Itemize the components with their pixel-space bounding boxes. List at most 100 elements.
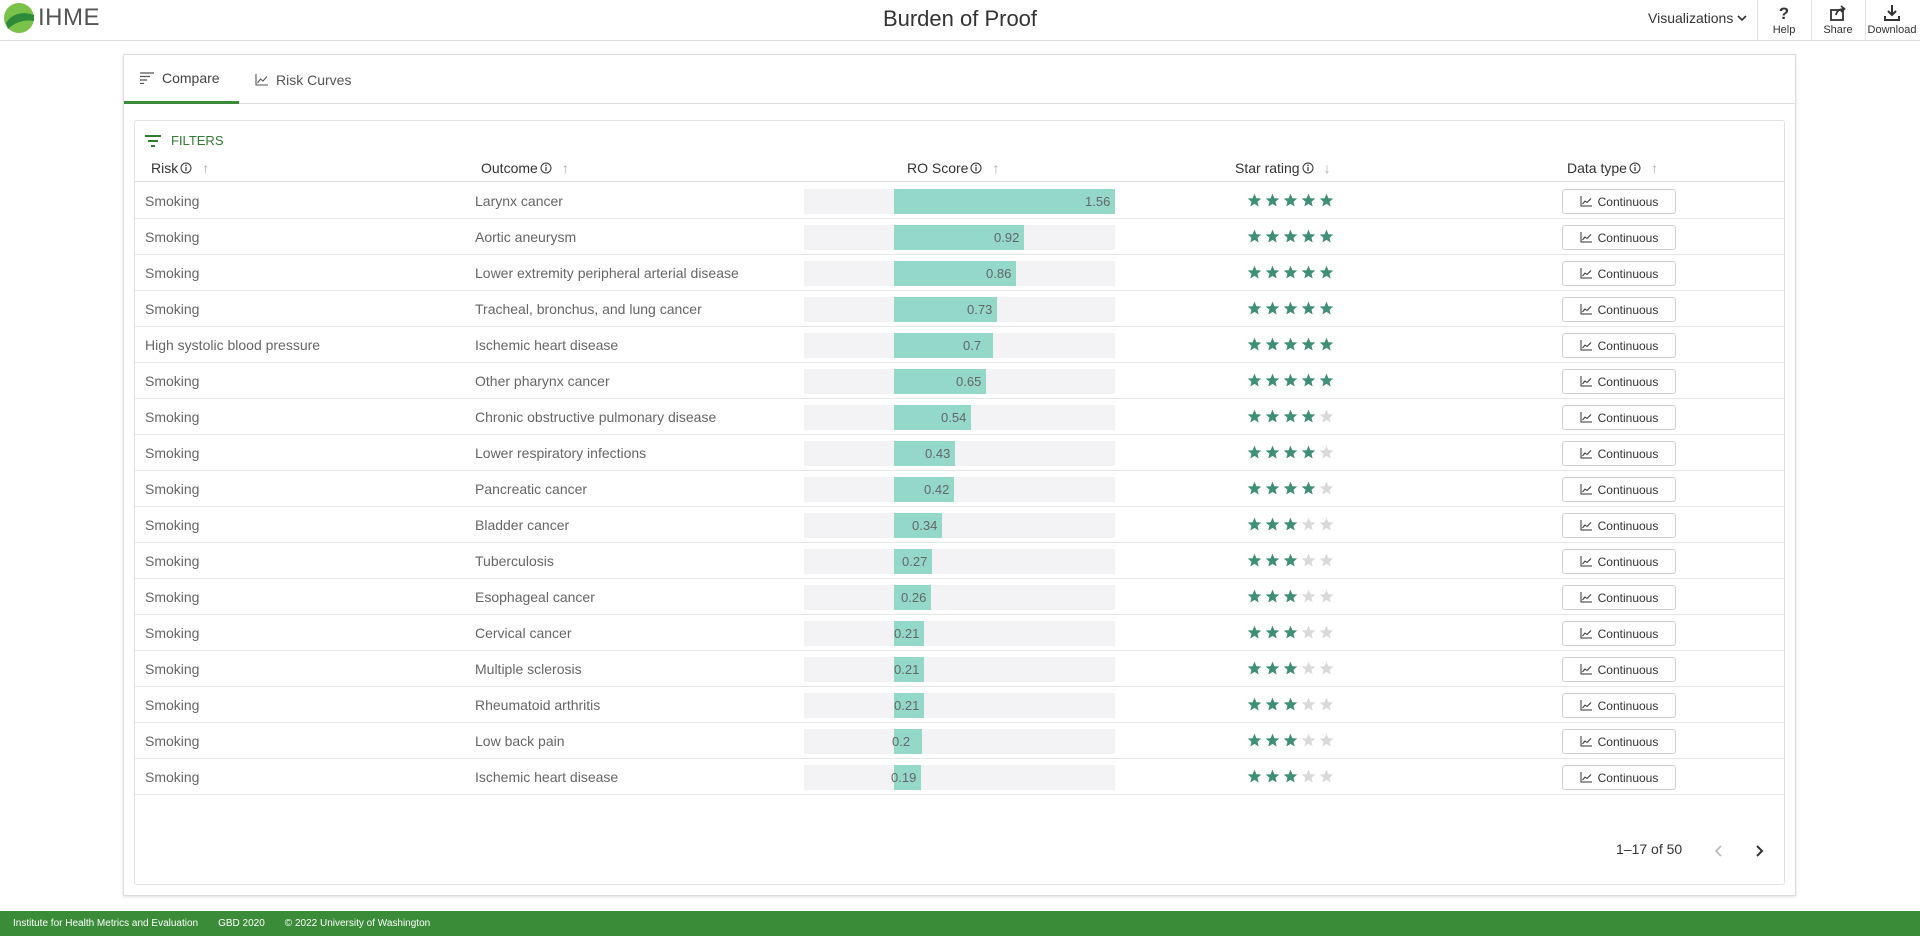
next-page-icon[interactable]: [1749, 841, 1769, 861]
column-header-risk[interactable]: Risk ↑: [151, 160, 209, 176]
sort-arrow-down-icon[interactable]: ↓: [1323, 160, 1331, 176]
table-row[interactable]: Smoking Esophageal cancer 0.26 Continuous: [135, 579, 1784, 615]
table-row[interactable]: Smoking Cervical cancer 0.21 Continuous: [135, 615, 1784, 651]
line-chart-icon: [1580, 592, 1592, 603]
star-filled-icon: [1265, 481, 1280, 495]
ro-score-value: 0.2: [892, 734, 911, 749]
table-row[interactable]: Smoking Multiple sclerosis 0.21 Continuous: [135, 651, 1784, 687]
data-type-button[interactable]: Continuous: [1562, 549, 1676, 574]
sort-arrow-up-icon[interactable]: ↑: [561, 160, 569, 176]
share-button[interactable]: Share: [1811, 4, 1865, 36]
outcome-cell: Ischemic heart disease: [475, 337, 619, 353]
data-type-button[interactable]: Continuous: [1562, 261, 1676, 286]
star-empty-icon: [1301, 769, 1316, 783]
table-row[interactable]: Smoking Other pharynx cancer 0.65 Continuou…: [135, 363, 1784, 399]
data-type-button[interactable]: Continuous: [1562, 693, 1676, 718]
outcome-cell: Esophageal cancer: [475, 589, 595, 605]
data-type-button[interactable]: Continuous: [1562, 621, 1676, 646]
data-type-button[interactable]: Continuous: [1562, 405, 1676, 430]
star-filled-icon: [1301, 301, 1316, 315]
star-filled-icon: [1283, 337, 1298, 351]
column-label: Star rating: [1235, 160, 1300, 176]
data-type-button[interactable]: Continuous: [1562, 441, 1676, 466]
star-filled-icon: [1301, 445, 1316, 459]
line-chart-icon: [1580, 736, 1592, 747]
table-row[interactable]: High systolic blood pressure Ischemic hea…: [135, 327, 1784, 363]
footer: Institute for Health Metrics and Evaluat…: [0, 911, 1920, 936]
star-filled-icon: [1265, 373, 1280, 387]
data-type-button[interactable]: Continuous: [1562, 585, 1676, 610]
info-icon[interactable]: [970, 162, 982, 174]
info-icon[interactable]: [540, 162, 552, 174]
data-type-button[interactable]: Continuous: [1562, 297, 1676, 322]
table-row[interactable]: Smoking Tracheal, bronchus, and lung canc…: [135, 291, 1784, 327]
ro-score-bar-track: 0.26: [804, 585, 1115, 610]
data-type-button[interactable]: Continuous: [1562, 333, 1676, 358]
data-type-label: Continuous: [1597, 518, 1659, 533]
sort-arrow-up-icon[interactable]: ↑: [1650, 160, 1658, 176]
data-type-button[interactable]: Continuous: [1562, 189, 1676, 214]
star-empty-icon: [1319, 733, 1334, 747]
star-filled-icon: [1319, 265, 1334, 279]
star-filled-icon: [1247, 769, 1262, 783]
star-filled-icon: [1247, 481, 1262, 495]
ihme-logo[interactable]: IHME: [4, 3, 100, 33]
star-filled-icon: [1265, 517, 1280, 531]
star-filled-icon: [1283, 589, 1298, 603]
visualizations-menu[interactable]: Visualizations: [1648, 10, 1747, 26]
previous-page-icon[interactable]: [1709, 841, 1729, 861]
ro-score-value: 0.27: [902, 554, 928, 569]
ro-score-value: 0.54: [941, 410, 967, 425]
tab-risk-curves[interactable]: Risk Curves: [239, 55, 367, 104]
line-chart-icon: [1580, 304, 1592, 315]
footer-gbd: GBD 2020: [218, 918, 265, 929]
tab-compare[interactable]: Compare: [124, 55, 239, 104]
table-row[interactable]: Smoking Pancreatic cancer 0.42 Continuous: [135, 471, 1784, 507]
main-card: Compare Risk Curves FILTERS Risk ↑ Outco…: [123, 54, 1796, 896]
line-chart-icon: [1580, 448, 1592, 459]
table-row[interactable]: Smoking Lower extremity peripheral arteri…: [135, 255, 1784, 291]
line-chart-icon: [1580, 628, 1592, 639]
info-icon[interactable]: [1629, 162, 1641, 174]
table-row[interactable]: Smoking Tuberculosis 0.27 Continuous: [135, 543, 1784, 579]
column-header-star-rating[interactable]: Star rating ↓: [1235, 160, 1331, 176]
star-rating: [1247, 445, 1334, 460]
column-header-outcome[interactable]: Outcome ↑: [481, 160, 569, 176]
sort-arrow-up-icon[interactable]: ↑: [992, 160, 1000, 176]
table-row[interactable]: Smoking Aortic aneurysm 0.92 Continuous: [135, 219, 1784, 255]
star-filled-icon: [1283, 409, 1298, 423]
star-filled-icon: [1265, 229, 1280, 243]
data-type-button[interactable]: Continuous: [1562, 477, 1676, 502]
sort-arrow-up-icon[interactable]: ↑: [202, 160, 210, 176]
data-type-label: Continuous: [1597, 194, 1659, 209]
outcome-cell: Ischemic heart disease: [475, 769, 619, 785]
info-icon[interactable]: [1302, 162, 1314, 174]
column-header-data-type[interactable]: Data type ↑: [1567, 160, 1658, 176]
table-row[interactable]: Smoking Lower respiratory infections 0.43 C…: [135, 435, 1784, 471]
data-type-button[interactable]: Continuous: [1562, 225, 1676, 250]
data-type-button[interactable]: Continuous: [1562, 369, 1676, 394]
risk-cell: Smoking: [145, 265, 200, 281]
table-row[interactable]: Smoking Bladder cancer 0.34 Continuous: [135, 507, 1784, 543]
help-button[interactable]: ? Help: [1757, 4, 1811, 36]
star-empty-icon: [1301, 697, 1316, 711]
filters-button[interactable]: FILTERS: [145, 133, 224, 148]
data-type-button[interactable]: Continuous: [1562, 657, 1676, 682]
table-row[interactable]: Smoking Rheumatoid arthritis 0.21 Continuou…: [135, 687, 1784, 723]
column-header-ro-score[interactable]: RO Score ↑: [907, 160, 999, 176]
ro-score-value: 0.21: [894, 698, 920, 713]
data-type-button[interactable]: Continuous: [1562, 729, 1676, 754]
table-row[interactable]: Smoking Ischemic heart disease 0.19 Continu…: [135, 759, 1784, 795]
table-row[interactable]: Smoking Low back pain 0.2 Continuous: [135, 723, 1784, 759]
data-type-button[interactable]: Continuous: [1562, 765, 1676, 790]
download-button[interactable]: Download: [1865, 4, 1919, 36]
ro-score-bar: [894, 765, 921, 790]
info-icon[interactable]: [180, 162, 192, 174]
data-type-button[interactable]: Continuous: [1562, 513, 1676, 538]
table-row[interactable]: Smoking Chronic obstructive pulmonary dis…: [135, 399, 1784, 435]
tab-bar: Compare Risk Curves: [124, 55, 1795, 104]
star-filled-icon: [1301, 265, 1316, 279]
table-row[interactable]: Smoking Larynx cancer 1.56 Continuous: [135, 183, 1784, 219]
ro-score-bar: [894, 369, 986, 394]
data-type-label: Continuous: [1597, 410, 1659, 425]
